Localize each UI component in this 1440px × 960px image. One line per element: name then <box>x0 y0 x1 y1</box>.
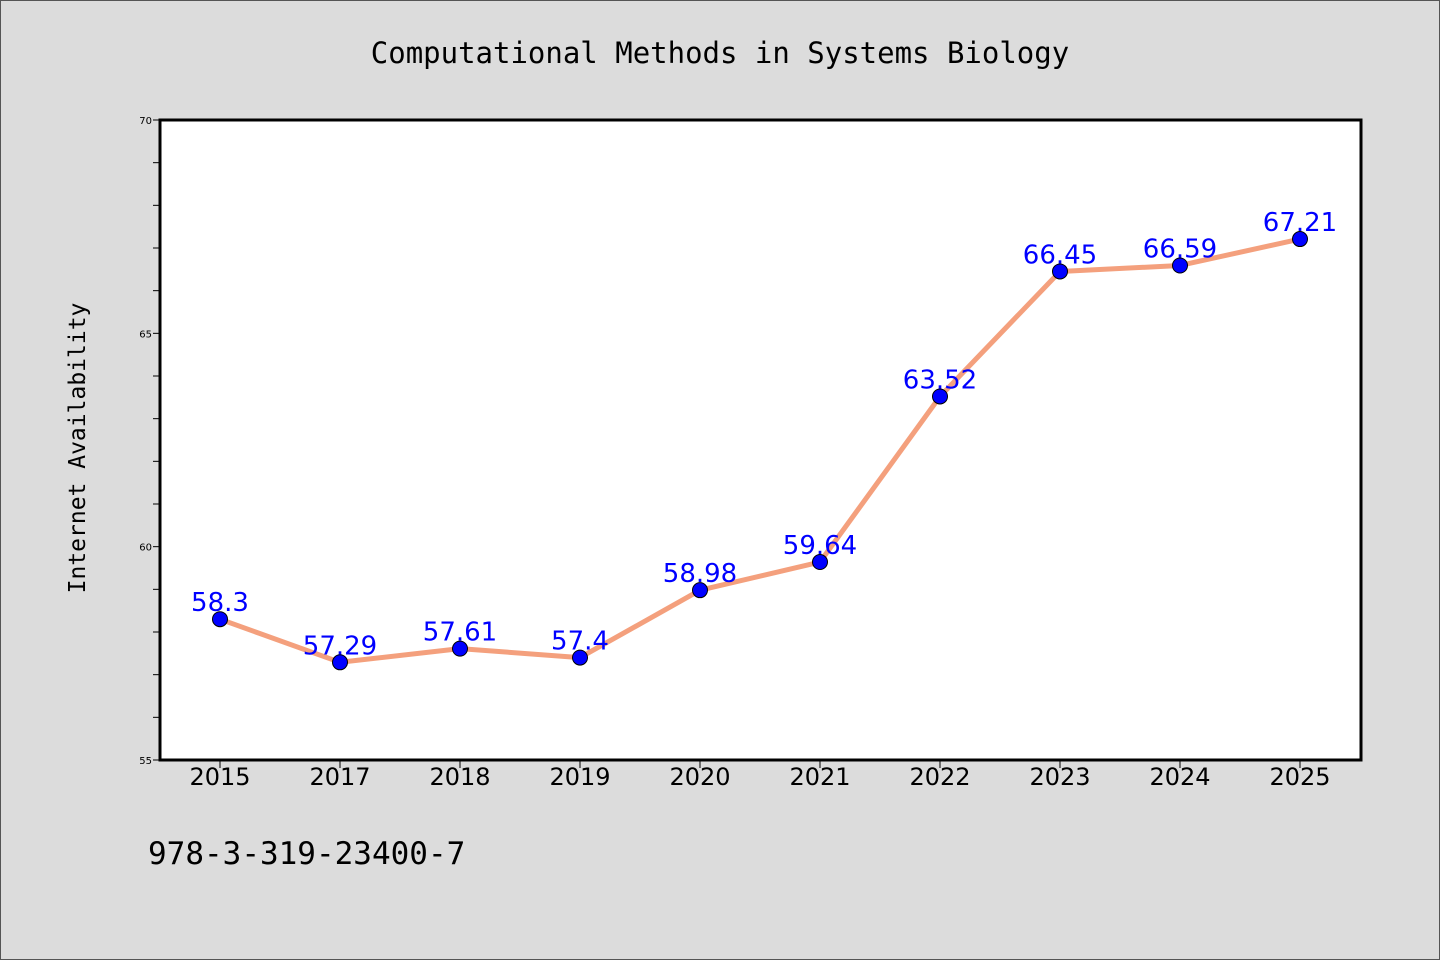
y-tick-label: 70 <box>139 116 152 127</box>
data-point <box>812 554 828 571</box>
data-label: 57.61 <box>423 618 497 648</box>
plot-area <box>158 118 1363 762</box>
data-label: 66.59 <box>1143 234 1217 264</box>
x-tick-label: 2017 <box>309 763 370 791</box>
x-tick-label: 2022 <box>909 763 970 791</box>
data-label: 66.45 <box>1023 240 1097 270</box>
data-label: 57.29 <box>303 631 377 661</box>
data-labels-group: 58.3 57.29 57.61 57.4 58.98 59.64 63.52 66.45 66… <box>191 208 1337 661</box>
data-point <box>1172 257 1188 274</box>
data-label: 67.21 <box>1263 208 1337 238</box>
data-point <box>212 611 228 628</box>
footnote-isbn: 978-3-319-23400-7 <box>148 836 465 872</box>
series-line <box>217 236 1303 665</box>
x-tick-label: 2020 <box>669 763 730 791</box>
x-tick-label: 2025 <box>1269 763 1330 791</box>
x-tick-label: 2019 <box>549 763 610 791</box>
x-tick-label: 2023 <box>1029 763 1090 791</box>
data-point <box>692 582 708 599</box>
data-label: 58.98 <box>663 559 737 589</box>
data-points-group <box>212 231 1308 671</box>
data-label: 57.4 <box>551 627 609 657</box>
data-point <box>932 388 948 405</box>
y-axis-ticks: 55 60 65 70 <box>139 116 160 767</box>
chart-title: Computational Methods in Systems Biology <box>371 36 1069 70</box>
y-tick-label: 55 <box>139 756 152 767</box>
x-tick-label: 2018 <box>429 763 490 791</box>
x-tick-label: 2015 <box>189 763 250 791</box>
x-tick-label: 2024 <box>1149 763 1210 791</box>
data-point <box>1052 263 1068 280</box>
data-label: 58.3 <box>191 588 249 618</box>
data-point <box>572 649 588 666</box>
data-point <box>1292 231 1308 248</box>
y-axis-label: Internet Availability <box>65 303 91 594</box>
series-line-group <box>217 236 1303 665</box>
data-label: 59.64 <box>783 531 857 561</box>
data-point <box>332 654 348 671</box>
y-tick-label: 65 <box>139 329 152 340</box>
y-tick-label: 60 <box>139 543 152 554</box>
x-tick-label: 2021 <box>789 763 850 791</box>
data-label: 63.52 <box>903 365 977 395</box>
data-point <box>452 640 468 657</box>
x-axis-ticks: 2015 2017 2018 2019 2020 2021 2022 2023 2024 2025 <box>189 760 1331 791</box>
